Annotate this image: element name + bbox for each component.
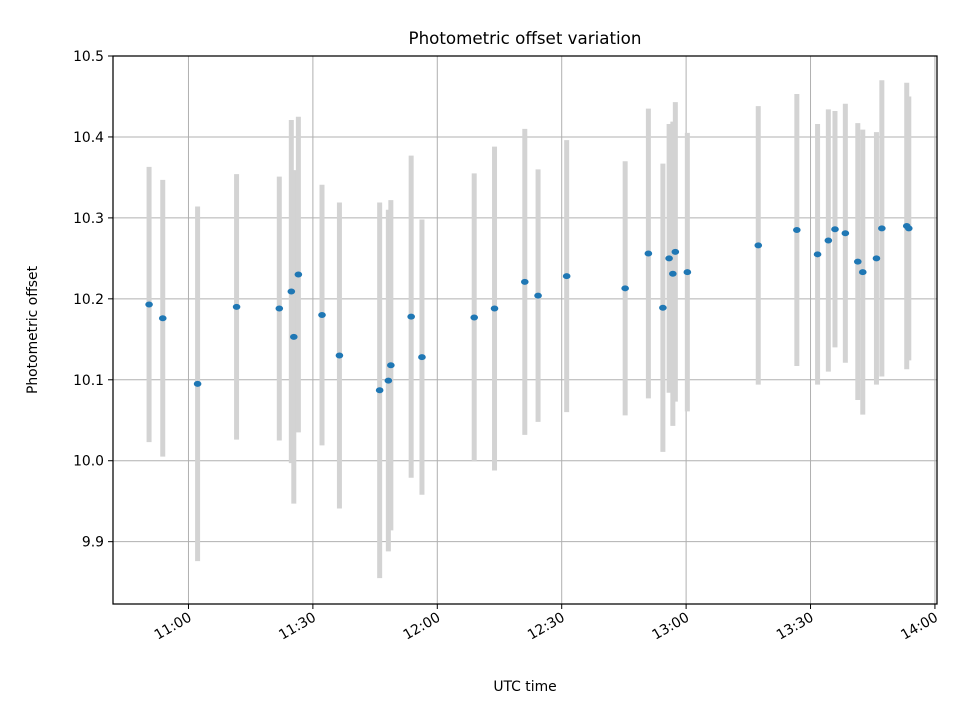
data-point — [294, 271, 303, 278]
data-point — [290, 333, 298, 340]
data-point — [671, 248, 680, 255]
data-point — [754, 242, 763, 249]
data-point — [534, 292, 542, 299]
y-axis-label: Photometric offset — [25, 265, 41, 394]
data-point — [193, 380, 202, 387]
data-point — [659, 304, 667, 311]
data-point — [418, 354, 426, 361]
chart-title: Photometric offset variation — [409, 28, 642, 48]
data-point — [470, 314, 478, 321]
y-axis: 9.9 10.0 10.1 10.2 10.3 10.4 10.5 — [73, 49, 113, 551]
data-points — [145, 222, 913, 394]
data-point — [644, 250, 653, 257]
data-point — [841, 230, 850, 237]
data-point — [858, 269, 867, 276]
y-tick-label: 10.4 — [73, 130, 104, 146]
data-point — [520, 278, 529, 285]
data-point — [621, 285, 629, 292]
data-point — [683, 269, 692, 276]
data-point — [407, 313, 415, 320]
data-point — [490, 305, 499, 312]
y-tick-label: 10.2 — [73, 292, 104, 308]
y-tick-label: 10.0 — [73, 454, 104, 470]
data-point — [275, 305, 284, 312]
data-point — [824, 237, 833, 244]
data-point — [813, 251, 822, 258]
data-point — [158, 315, 167, 322]
y-tick-label: 9.9 — [82, 535, 104, 551]
data-point — [878, 225, 886, 232]
y-tick-label: 10.1 — [73, 373, 104, 389]
data-point — [387, 362, 395, 369]
data-point — [872, 255, 881, 262]
data-point — [232, 303, 241, 310]
data-point — [853, 258, 862, 265]
data-point — [335, 352, 344, 359]
x-axis-label: UTC time — [493, 679, 556, 695]
y-tick-label: 10.3 — [73, 211, 104, 227]
data-point — [287, 288, 296, 295]
data-point — [669, 270, 677, 277]
plot-frame — [112, 55, 938, 605]
data-point — [318, 312, 326, 319]
data-point — [905, 225, 913, 232]
data-point — [145, 301, 153, 308]
data-point — [562, 273, 571, 280]
data-point — [665, 255, 673, 262]
y-tick-label: 10.5 — [73, 49, 104, 65]
data-point — [375, 387, 384, 394]
data-point — [384, 377, 393, 384]
data-point — [831, 226, 839, 233]
data-point — [793, 227, 801, 234]
